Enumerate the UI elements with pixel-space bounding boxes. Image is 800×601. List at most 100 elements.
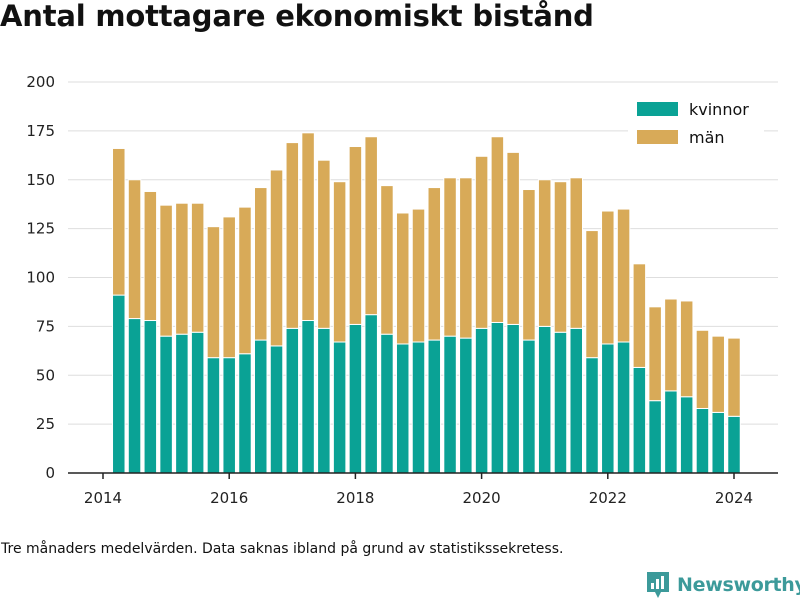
bar-kvinnor-2014Q3 xyxy=(127,318,142,474)
chart-icon xyxy=(647,572,669,598)
x-axis-ticks: 2014 2016 2018 2020 2022 2024 xyxy=(84,473,753,507)
bar-kvinnor-2017Q2 xyxy=(301,320,315,474)
bar-kvinnor-2022Q1 xyxy=(601,343,615,474)
bar-kvinnor-2018Q3 xyxy=(380,333,394,474)
x-tick-label: 2016 xyxy=(210,489,248,507)
legend: kvinnor män xyxy=(628,94,764,154)
bar-man-2019Q3 xyxy=(443,177,457,337)
legend-label-man: män xyxy=(689,128,725,147)
y-tick-label: 175 xyxy=(26,122,55,140)
y-tick-label: 50 xyxy=(36,366,55,384)
bar-kvinnor-2019Q4 xyxy=(459,337,473,474)
bar-kvinnor-2024Q1 xyxy=(727,415,741,474)
bar-kvinnor-2015Q1 xyxy=(159,335,173,474)
bar-man-2018Q1 xyxy=(348,146,363,325)
x-tick-label: 2024 xyxy=(715,489,753,507)
bar-man-2020Q3 xyxy=(506,151,520,325)
bar-kvinnor-2014Q2 xyxy=(112,294,126,474)
bar-kvinnor-2019Q3 xyxy=(443,335,457,474)
bar-man-2015Q2 xyxy=(175,202,189,335)
bar-kvinnor-2023Q3 xyxy=(695,407,710,474)
bar-kvinnor-2021Q1 xyxy=(537,325,552,474)
bar-kvinnor-2017Q1 xyxy=(285,327,300,474)
y-tick-label: 200 xyxy=(26,73,55,91)
bar-kvinnor-2020Q4 xyxy=(522,339,536,474)
legend-swatch-kvinnor xyxy=(637,102,678,116)
y-tick-label: 75 xyxy=(36,317,55,335)
bar-kvinnor-2022Q2 xyxy=(616,341,631,474)
bar-kvinnor-2015Q3 xyxy=(190,331,205,474)
y-tick-label: 25 xyxy=(36,415,55,433)
bar-man-2014Q2 xyxy=(112,147,126,296)
x-tick-label: 2020 xyxy=(463,489,501,507)
bar-man-2021Q3 xyxy=(569,177,583,329)
bar-man-2019Q2 xyxy=(427,187,442,341)
bar-man-2014Q3 xyxy=(127,179,142,320)
bar-kvinnor-2017Q4 xyxy=(332,341,347,474)
bar-man-2020Q1 xyxy=(474,155,489,329)
bar-man-2022Q4 xyxy=(648,306,662,402)
bar-kvinnor-2020Q1 xyxy=(474,327,489,474)
bar-man-2019Q4 xyxy=(459,177,473,339)
bar-kvinnor-2016Q4 xyxy=(269,345,284,474)
bar-kvinnor-2021Q2 xyxy=(553,331,568,474)
bar-man-2021Q2 xyxy=(553,181,568,333)
bar-man-2015Q1 xyxy=(159,204,173,337)
bar-kvinnor-2019Q2 xyxy=(427,339,442,474)
bar-man-2022Q2 xyxy=(616,208,631,343)
bar-man-2017Q4 xyxy=(332,181,347,343)
bar-kvinnor-2017Q3 xyxy=(317,327,331,474)
bar-man-2015Q4 xyxy=(206,226,221,359)
bar-man-2023Q2 xyxy=(679,300,694,398)
bar-man-2017Q3 xyxy=(317,159,331,329)
bar-man-2021Q4 xyxy=(585,230,599,359)
bar-kvinnor-2021Q4 xyxy=(585,357,599,474)
bar-kvinnor-2023Q2 xyxy=(679,396,694,474)
bar-kvinnor-2023Q1 xyxy=(664,390,678,474)
bar-kvinnor-2016Q2 xyxy=(238,353,252,474)
bar-man-2018Q3 xyxy=(380,185,394,335)
bar-kvinnor-2015Q2 xyxy=(175,333,189,474)
bar-kvinnor-2015Q4 xyxy=(206,357,221,474)
x-tick-label: 2018 xyxy=(336,489,374,507)
bar-kvinnor-2019Q1 xyxy=(411,341,426,474)
bar-kvinnor-2018Q2 xyxy=(364,314,378,474)
bar-man-2015Q3 xyxy=(190,202,205,333)
bars xyxy=(112,132,741,474)
y-tick-label: 150 xyxy=(26,171,55,189)
bar-kvinnor-2014Q4 xyxy=(143,320,158,474)
bar-man-2016Q1 xyxy=(222,216,236,359)
bar-man-2019Q1 xyxy=(411,208,426,343)
legend-label-kvinnor: kvinnor xyxy=(689,100,749,119)
footnote: Tre månaders medelvärden. Data saknas ib… xyxy=(1,541,564,557)
bar-kvinnor-2020Q3 xyxy=(506,323,520,474)
bar-man-2016Q3 xyxy=(254,187,268,341)
bar-man-2018Q2 xyxy=(364,136,378,316)
bar-man-2017Q1 xyxy=(285,142,300,329)
y-axis-tick-labels: 0 25 50 75 100 125 150 175 200 xyxy=(26,73,55,482)
bar-man-2024Q1 xyxy=(727,337,741,417)
bar-man-2014Q4 xyxy=(143,190,158,322)
y-tick-label: 100 xyxy=(26,269,55,287)
bar-man-2017Q2 xyxy=(301,132,315,322)
bar-kvinnor-2020Q2 xyxy=(490,321,505,474)
y-tick-label: 0 xyxy=(45,464,55,482)
bar-kvinnor-2016Q3 xyxy=(254,339,268,474)
chart-title: Antal mottagare ekonomiskt bistånd xyxy=(0,0,594,33)
bar-kvinnor-2023Q4 xyxy=(711,411,725,474)
brand-name: Newsworthy xyxy=(677,574,800,596)
bar-kvinnor-2021Q3 xyxy=(569,327,583,474)
bar-man-2016Q4 xyxy=(269,169,284,347)
bar-kvinnor-2016Q1 xyxy=(222,357,236,474)
bar-man-2023Q1 xyxy=(664,298,678,392)
x-tick-label: 2022 xyxy=(589,489,627,507)
bar-man-2020Q4 xyxy=(522,189,536,341)
legend-swatch-man xyxy=(637,130,678,144)
bar-kvinnor-2018Q1 xyxy=(348,323,363,474)
bar-man-2018Q4 xyxy=(395,212,410,345)
y-tick-label: 125 xyxy=(26,220,55,238)
bar-man-2022Q3 xyxy=(632,263,647,368)
brand-logo[interactable]: Newsworthy xyxy=(645,569,800,601)
x-tick-label: 2014 xyxy=(84,489,122,507)
